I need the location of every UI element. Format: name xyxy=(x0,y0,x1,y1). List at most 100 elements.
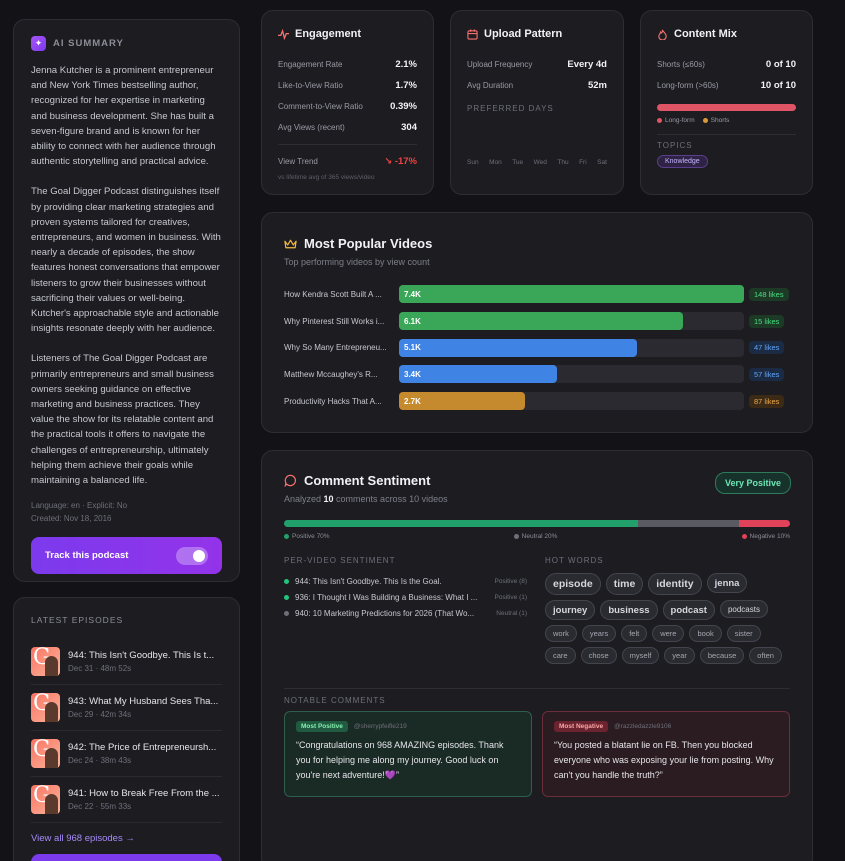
ai-summary-text: Jenna Kutcher is a prominent entrepreneu… xyxy=(31,63,222,488)
hot-word-chip[interactable]: podcast xyxy=(662,600,715,620)
track-toggle[interactable] xyxy=(176,546,208,565)
analyzed-count: 10 xyxy=(323,494,334,504)
video-title: Why Pinterest Still Works i... xyxy=(284,316,385,326)
content-mix-legend: Long-form Shorts xyxy=(657,117,796,124)
metric-row: Avg Duration 52m xyxy=(467,75,607,96)
weekday-label: Wed xyxy=(533,159,547,166)
comment-username[interactable]: @razzledazzle9106 xyxy=(614,723,672,730)
episode-item[interactable]: 943: What My Husband Sees Tha... Dec 29 ·… xyxy=(31,685,222,731)
metric-row: Upload Frequency Every 4d xyxy=(467,54,607,75)
positive-segment xyxy=(284,520,639,527)
video-row[interactable]: Why Pinterest Still Works i... 6.1K 15 lik… xyxy=(284,308,790,335)
weekday-label: Fri xyxy=(579,159,587,166)
upload-pattern-title: Upload Pattern xyxy=(484,28,563,40)
hot-word-chip[interactable]: episode xyxy=(545,573,601,595)
hot-word-chip[interactable]: book xyxy=(689,625,722,642)
hot-word-chip[interactable]: because xyxy=(699,647,745,664)
hot-word-chip[interactable]: chose xyxy=(580,647,617,664)
hot-word-chip[interactable]: felt xyxy=(621,625,648,642)
metric-value: 0 of 10 xyxy=(765,59,796,70)
notable-comments-label: NOTABLE COMMENTS xyxy=(284,696,386,705)
hot-word-chip[interactable]: podcasts xyxy=(719,600,768,618)
legend-positive: Positive 70% xyxy=(284,533,330,540)
metric-value: 1.7% xyxy=(395,80,417,91)
hot-words: HOT WORDS episode time identity jenna journe… xyxy=(545,556,790,664)
video-views-bar: 3.4K xyxy=(399,365,558,384)
episode-title: 942: The Price of Entrepreneursh... xyxy=(68,742,217,753)
crown-icon xyxy=(284,239,297,248)
legend-long-form: Long-form xyxy=(657,117,695,124)
comment-sentiment-header: Comment Sentiment xyxy=(284,473,790,488)
hot-word-chip[interactable]: journey xyxy=(545,600,596,620)
legend-label: Shorts xyxy=(710,117,730,124)
legend-shorts: Shorts xyxy=(702,117,730,124)
per-video-sentiment: PER-VIDEO SENTIMENT 944: This Isn't Good… xyxy=(284,556,527,664)
video-row[interactable]: Matthew Mccaughey's R... 3.4K 57 likes xyxy=(284,361,790,388)
video-likes-badge: 57 likes xyxy=(749,367,785,381)
legend-label: Positive 70% xyxy=(292,533,330,540)
video-row[interactable]: Why So Many Entrepreneu... 5.1K 47 likes xyxy=(284,334,790,361)
per-video-row[interactable]: 936: I Thought I Was Building a Business… xyxy=(284,589,527,605)
video-row[interactable]: How Kendra Scott Built A ... 7.4K 148 like… xyxy=(284,281,790,308)
per-video-row[interactable]: 940: 10 Marketing Predictions for 2026 (… xyxy=(284,605,527,621)
episode-item[interactable]: 944: This Isn't Goodbye. This Is t... Dec… xyxy=(31,639,222,685)
sentiment-dot xyxy=(284,578,289,584)
weekday-label: Thu xyxy=(557,159,569,166)
per-video-row[interactable]: 944: This Isn't Goodbye. This Is the Goa… xyxy=(284,573,527,589)
hot-word-chip[interactable]: business xyxy=(600,600,658,620)
video-row[interactable]: Productivity Hacks That A... 2.7K 87 likes xyxy=(284,388,790,415)
per-video-score: Positive (8) xyxy=(494,577,528,585)
hot-word-chip[interactable]: care xyxy=(545,647,576,664)
sparkle-icon: ✦ xyxy=(31,36,46,51)
episode-meta: Dec 22 · 55m 33s xyxy=(68,802,132,811)
weekday-row: Sun Mon Tue Wed Thu Fri Sat xyxy=(467,159,607,166)
video-views-track: 7.4K xyxy=(399,285,744,304)
popular-videos-subtitle: Top performing videos by view count xyxy=(284,257,430,267)
video-views: 2.7K xyxy=(404,396,421,406)
metric-row: Comment-to-View Ratio 0.39% xyxy=(278,96,417,117)
hot-word-chip[interactable]: were xyxy=(652,625,685,642)
popular-videos-header: Most Popular Videos xyxy=(284,236,790,251)
topics-label: TOPICS xyxy=(657,141,693,150)
view-all-episodes-link[interactable]: View all 968 episodes → xyxy=(31,833,135,844)
hot-word-chip[interactable]: sister xyxy=(726,625,761,642)
episode-item[interactable]: 942: The Price of Entrepreneursh... Dec 2… xyxy=(31,731,222,777)
per-video-label: PER-VIDEO SENTIMENT xyxy=(284,556,396,565)
metric-label: Shorts (≤60s) xyxy=(657,60,705,69)
episodes-action-button[interactable] xyxy=(31,854,222,861)
metric-row: Shorts (≤60s) 0 of 10 xyxy=(657,54,796,75)
hot-word-chip[interactable]: jenna xyxy=(706,573,748,593)
comment-username[interactable]: @sherrypfeifle219 xyxy=(353,723,407,730)
hot-word-chip[interactable]: work xyxy=(545,625,577,642)
hot-word-chip[interactable]: myself xyxy=(621,647,660,664)
divider xyxy=(284,688,790,689)
track-podcast-button[interactable]: Track this podcast xyxy=(31,537,222,575)
weekday-label: Sun xyxy=(467,159,479,166)
most-negative-tag: Most Negative xyxy=(554,721,609,732)
metric-label: Long-form (>60s) xyxy=(657,81,719,90)
episode-item[interactable]: 941: How to Break Free From the ... Dec 2… xyxy=(31,777,222,823)
view-trend-label: View Trend xyxy=(278,157,318,166)
engagement-card: Engagement Engagement Rate 2.1% Like-to-V… xyxy=(261,10,434,195)
chat-bubble-icon xyxy=(284,474,296,487)
hot-word-chip[interactable]: often xyxy=(749,647,782,664)
popular-videos-card: Most Popular Videos Top performing video… xyxy=(261,212,813,433)
hot-word-chip[interactable]: year xyxy=(664,647,695,664)
divider xyxy=(278,144,417,145)
episode-title: 941: How to Break Free From the ... xyxy=(68,788,220,799)
hot-word-chip[interactable]: time xyxy=(605,573,644,595)
topic-pill[interactable]: Knowledge xyxy=(657,155,708,168)
created-date: Created: Nov 18, 2016 xyxy=(31,514,112,524)
divider xyxy=(657,134,796,135)
hot-word-chip[interactable]: identity xyxy=(648,573,702,595)
activity-icon xyxy=(278,28,289,40)
podcast-meta: Language: en · Explicit: No Created: Nov… xyxy=(31,499,222,525)
view-trend-note: vs lifetime avg of 365 views/video xyxy=(278,174,375,181)
metric-value: 304 xyxy=(401,122,417,133)
video-title: Productivity Hacks That A... xyxy=(284,396,382,406)
episode-thumbnail xyxy=(31,693,60,722)
per-video-title: 944: This Isn't Goodbye. This Is the Goa… xyxy=(295,576,442,586)
popular-videos-title: Most Popular Videos xyxy=(304,236,433,251)
video-title: Why So Many Entrepreneu... xyxy=(284,343,387,353)
hot-word-chip[interactable]: years xyxy=(581,625,617,642)
